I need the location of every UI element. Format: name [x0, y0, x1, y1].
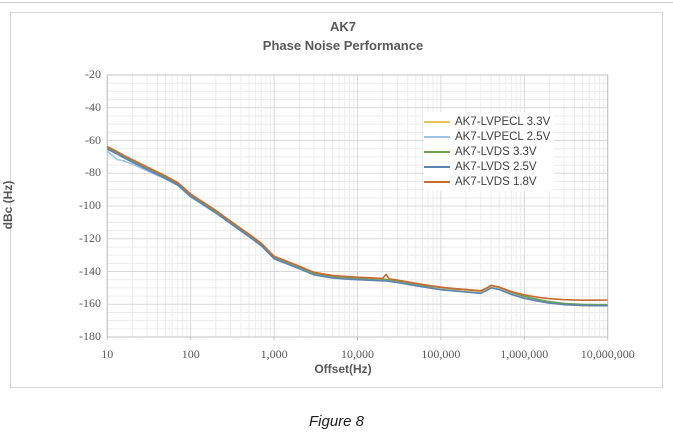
y-tick-label: -120 — [79, 230, 101, 245]
y-tick-label: -140 — [79, 263, 101, 278]
y-tick-label: -100 — [79, 198, 101, 212]
y-tick-label: -160 — [79, 296, 101, 311]
legend-item: AK7-LVDS 2.5V — [424, 159, 554, 174]
legend-item: AK7-LVDS 1.8V — [424, 174, 554, 189]
x-tick-label: 10,000 — [341, 347, 374, 361]
legend-swatch-icon — [424, 150, 450, 153]
legend-label: AK7-LVDS 3.3V — [455, 145, 537, 158]
legend-swatch-icon — [424, 165, 450, 168]
y-tick-label: -180 — [79, 329, 101, 343]
legend-item: AK7-LVPECL 2.5V — [424, 129, 554, 144]
chart-legend: AK7-LVPECL 3.3V AK7-LVPECL 2.5V AK7-LVDS 3… — [424, 112, 554, 191]
legend-label: AK7-LVDS 1.8V — [455, 175, 537, 188]
legend-swatch-icon — [424, 120, 450, 123]
document-top-divider — [0, 2, 673, 3]
y-tick-label: -80 — [85, 165, 101, 180]
y-axis-title: dBc (Hz) — [1, 180, 15, 230]
legend-label: AK7-LVDS 2.5V — [455, 160, 537, 173]
chart-title: AK7 Phase Noise Performance — [13, 17, 673, 55]
x-tick-label: 1,000 — [260, 347, 288, 361]
y-tick-label: -40 — [85, 99, 101, 114]
x-tick-label: 100,000 — [421, 347, 461, 361]
y-tick-label: -60 — [85, 132, 101, 147]
figure-caption: Figure 8 — [308, 413, 365, 430]
legend-label: AK7-LVPECL 3.3V — [455, 115, 551, 128]
legend-swatch-icon — [424, 180, 450, 183]
x-tick-label: 1,000,000 — [500, 347, 549, 361]
x-axis-tick-marks — [106, 337, 609, 340]
x-tick-label: 100 — [181, 347, 200, 361]
x-tick-label: 10,000,000 — [580, 347, 635, 361]
chart-title-line2: Phase Noise Performance — [262, 38, 424, 53]
legend-swatch-icon — [424, 135, 450, 138]
series-line-ak7-lvds-2.5v — [106, 148, 608, 307]
series-lines — [106, 145, 608, 307]
chart-title-line1: AK7 — [329, 19, 356, 34]
series-line-ak7-lvds-1.8v — [106, 145, 608, 302]
legend-item: AK7-LVDS 3.3V — [424, 144, 554, 159]
x-tick-label: 10 — [101, 347, 114, 361]
legend-item: AK7-LVPECL 3.3V — [424, 114, 554, 129]
legend-label: AK7-LVPECL 2.5V — [455, 130, 551, 143]
y-tick-label: -20 — [85, 67, 101, 81]
x-axis-title: Offset(Hz) — [314, 362, 372, 376]
